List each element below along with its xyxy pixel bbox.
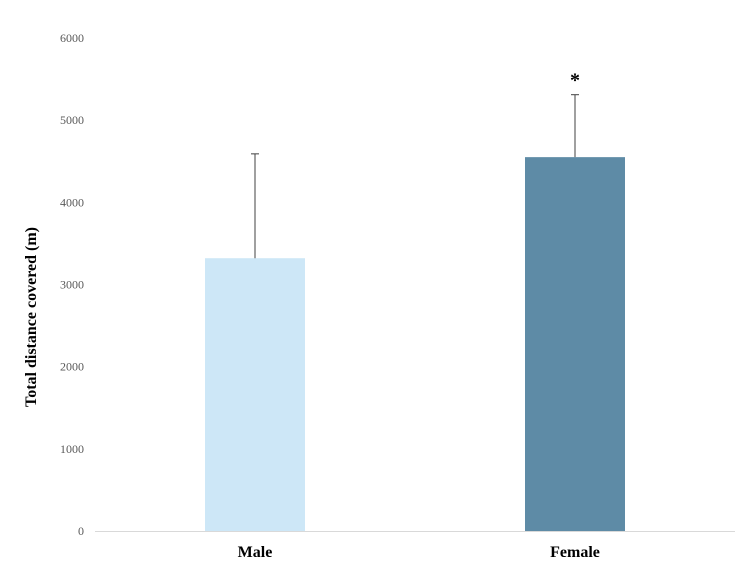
x-category-label: Female: [550, 544, 600, 561]
bar: [525, 157, 625, 531]
y-tick-label: 5000: [60, 113, 84, 127]
x-axis-categories: Male Female: [238, 544, 600, 561]
y-tick-label: 3000: [60, 278, 84, 292]
bars: [205, 157, 625, 531]
x-category-label: Male: [238, 544, 273, 561]
y-axis-ticks: 0 1000 2000 3000 4000 5000 6000: [60, 31, 84, 538]
significance-marker: *: [570, 70, 580, 92]
annotations: *: [570, 70, 580, 92]
y-tick-label: 4000: [60, 195, 84, 209]
y-tick-label: 0: [78, 524, 84, 538]
y-tick-label: 1000: [60, 442, 84, 456]
bar: [205, 258, 305, 531]
y-axis-label: Total distance covered (m): [23, 227, 40, 407]
y-tick-label: 6000: [60, 31, 84, 45]
error-bars: [251, 94, 579, 259]
y-tick-label: 2000: [60, 360, 84, 374]
